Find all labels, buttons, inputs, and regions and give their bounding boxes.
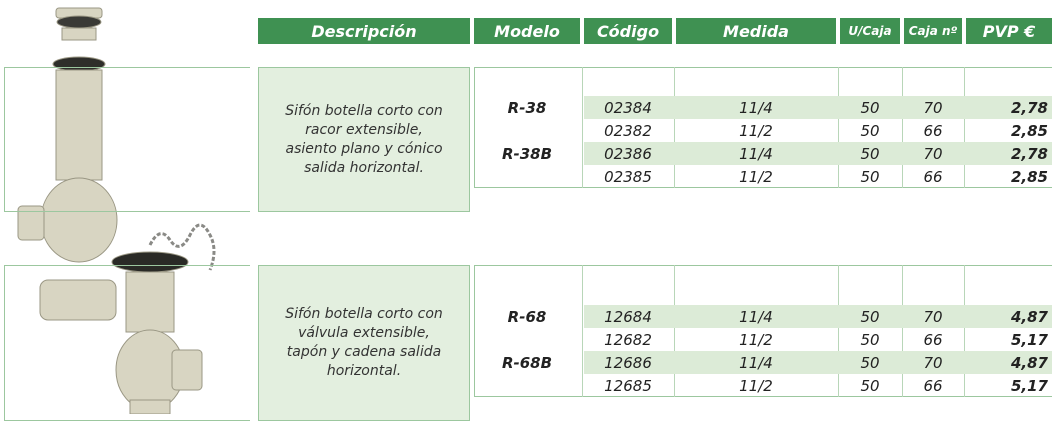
column-header: Modelo [474,18,580,44]
column-divider [902,265,903,397]
column-divider [838,67,839,188]
price: 2,78 [1010,144,1048,163]
units-per-box: 50 [860,330,880,349]
column-header: Código [584,18,672,44]
code: 02382 [604,121,652,140]
row-shade [584,351,1052,374]
column-divider [964,265,965,397]
box-number: 70 [923,353,943,372]
price: 4,87 [1010,307,1048,326]
size: 11/4 [739,98,773,117]
units-per-box: 50 [860,144,880,163]
code: 12686 [604,353,652,372]
box-number: 66 [923,330,943,349]
units-per-box: 50 [860,167,880,186]
column-divider [964,67,965,188]
column-header: Descripción [258,18,470,44]
box-number: 66 [923,167,943,186]
row-shade [584,96,1052,119]
row-shade [584,142,1052,165]
code: 02386 [604,144,652,163]
image-frame [4,265,250,421]
price: 2,85 [1010,167,1048,186]
box-number: 66 [923,376,943,395]
image-frame [4,67,250,212]
units-per-box: 50 [860,353,880,372]
size: 11/2 [739,121,773,140]
code: 12684 [604,307,652,326]
units-per-box: 50 [860,376,880,395]
units-per-box: 50 [860,121,880,140]
model: R-68B [501,353,553,372]
price: 5,17 [1010,330,1048,349]
size: 11/2 [739,330,773,349]
column-divider [674,67,675,188]
size: 11/4 [739,144,773,163]
description: Sifón botella corto con racor extensible… [258,67,470,212]
column-header: PVP € [966,18,1052,44]
price: 4,87 [1010,353,1048,372]
price: 2,85 [1010,121,1048,140]
model: R-38 [507,98,547,117]
row-shade [584,305,1052,328]
box-number: 70 [923,307,943,326]
box-number: 70 [923,144,943,163]
column-header: Caja nº [904,18,962,44]
table-frame [474,67,1052,188]
size: 11/2 [739,376,773,395]
column-divider [838,265,839,397]
column-header: Medida [676,18,836,44]
column-divider [902,67,903,188]
box-number: 70 [923,98,943,117]
model: R-68 [507,307,547,326]
price: 5,17 [1010,376,1048,395]
column-divider [674,265,675,397]
code: 12685 [604,376,652,395]
size: 11/2 [739,167,773,186]
code: 12682 [604,330,652,349]
size: 11/4 [739,353,773,372]
code: 02385 [604,167,652,186]
column-header: U/Caja [840,18,900,44]
units-per-box: 50 [860,307,880,326]
units-per-box: 50 [860,98,880,117]
size: 11/4 [739,307,773,326]
column-divider [582,67,583,188]
table-frame [474,265,1052,397]
price: 2,78 [1010,98,1048,117]
model: R-38B [501,144,553,163]
column-divider [582,265,583,397]
box-number: 66 [923,121,943,140]
description: Sifón botella corto con válvula extensib… [258,265,470,421]
product-images [17,7,216,414]
code: 02384 [604,98,652,117]
